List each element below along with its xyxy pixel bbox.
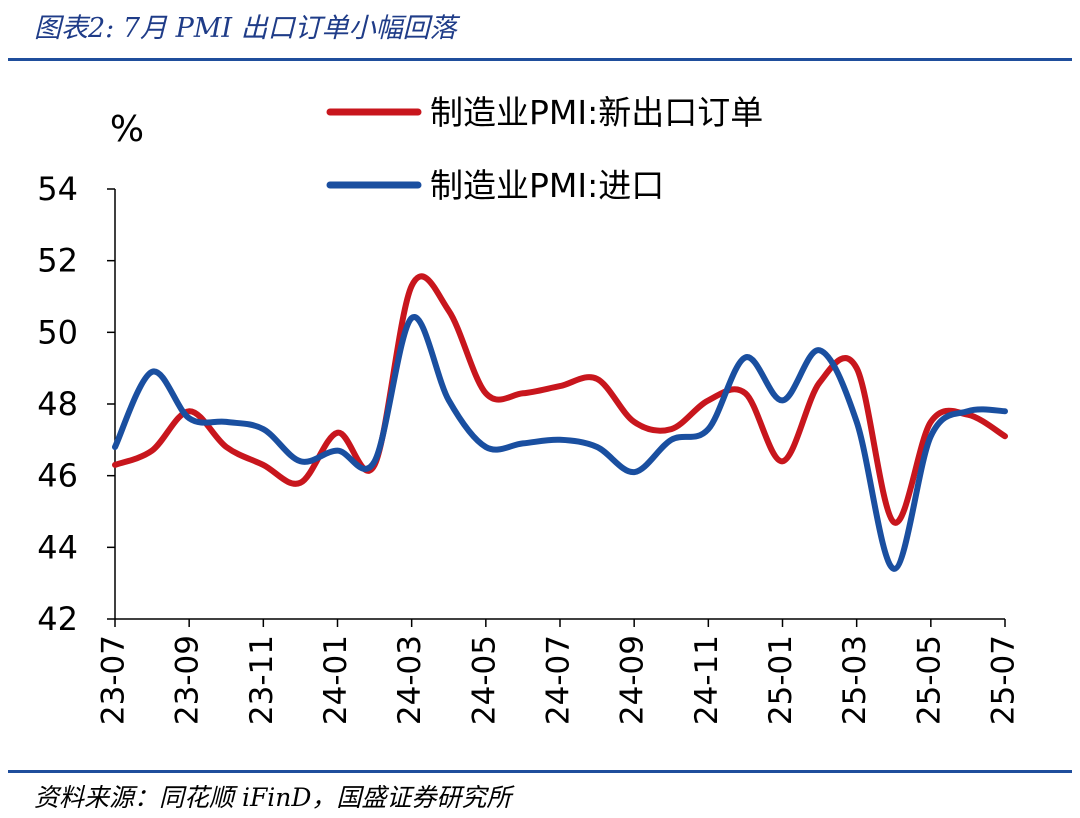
y-tick-label: 42 [37,600,78,638]
y-tick-label: 44 [37,528,78,566]
x-tick-label: 23-11 [244,635,280,725]
x-tick-label: 24-07 [541,635,577,725]
y-axis-label: % [110,109,144,150]
x-tick-label: 25-01 [763,635,799,725]
x-tick-label: 25-07 [986,635,1022,725]
x-tick-label: 24-03 [392,635,428,725]
x-tick-label: 23-07 [96,635,132,725]
y-tick-label: 54 [37,170,78,208]
x-tick-label: 25-03 [837,635,873,725]
x-tick-label: 25-05 [911,635,947,725]
y-tick-label: 48 [37,385,78,423]
x-tick-label: 24-01 [318,635,354,725]
source-note: 资料来源：同花顺 iFinD，国盛证券研究所 [34,783,512,812]
x-tick-label: 24-05 [466,635,502,725]
top-rule [8,58,1072,61]
bottom-rule [8,770,1072,773]
y-tick-label: 50 [37,313,78,351]
axes: 42 44 46 48 50 52 54% 23-07 23-09 23-11 24-01 24-03… [37,109,1021,725]
x-tick-label: 24-11 [689,635,725,725]
x-tick-label: 23-09 [170,635,206,725]
legend-label-2: 制造业PMI:进口 [430,166,664,205]
legend-label-1: 制造业PMI:新出口订单 [430,93,763,132]
series-line-2 [112,314,1008,572]
y-tick-label: 46 [37,457,78,495]
series-layer [112,273,1008,572]
y-tick-label: 52 [37,242,78,280]
series-line-1 [112,273,1008,526]
chart-title: 图表2: 7月 PMI 出口订单小幅回落 [34,13,457,44]
x-tick-label: 24-09 [615,635,651,725]
line-chart: 42 44 46 48 50 52 54% 23-07 23-09 23-11 24-01 24-03… [37,93,1021,725]
